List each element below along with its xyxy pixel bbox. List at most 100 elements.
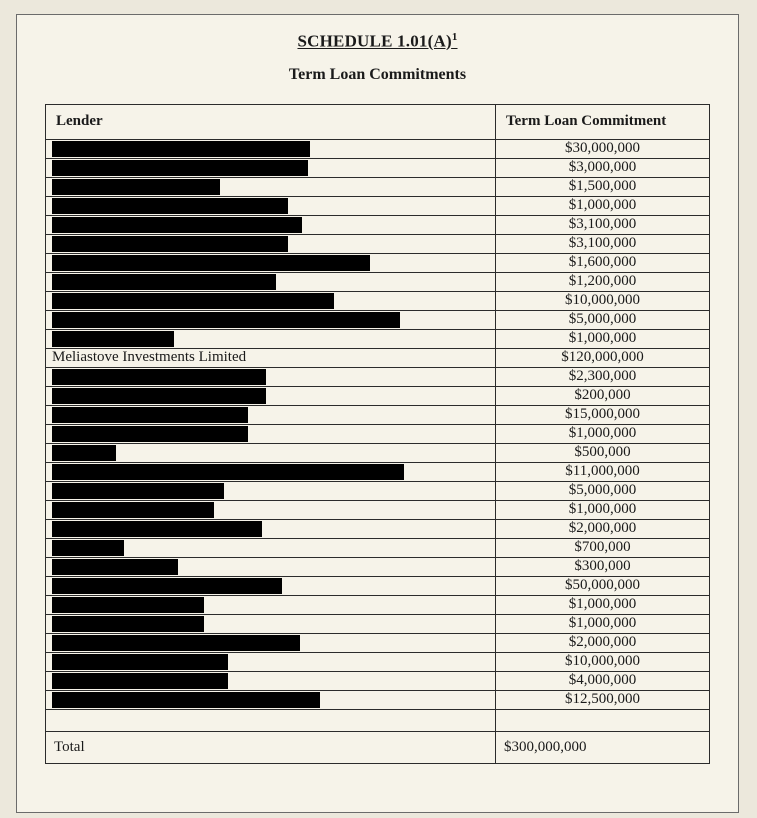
redaction-bar xyxy=(52,274,276,290)
lender-cell xyxy=(46,272,496,291)
lender-cell xyxy=(46,557,496,576)
table-row: $700,000 xyxy=(46,538,710,557)
table-row: $200,000 xyxy=(46,386,710,405)
col-commitment-header: Term Loan Commitment xyxy=(496,104,710,139)
lender-cell xyxy=(46,519,496,538)
lender-cell xyxy=(46,671,496,690)
lender-cell xyxy=(46,481,496,500)
redaction-bar xyxy=(52,388,266,404)
commitment-cell: $1,600,000 xyxy=(496,253,710,272)
commitment-cell: $10,000,000 xyxy=(496,291,710,310)
lender-cell xyxy=(46,329,496,348)
commitments-table: Lender Term Loan Commitment $30,000,000$… xyxy=(45,104,710,764)
commitment-cell: $1,200,000 xyxy=(496,272,710,291)
table-header-row: Lender Term Loan Commitment xyxy=(46,104,710,139)
lender-cell xyxy=(46,690,496,709)
table-row: $2,000,000 xyxy=(46,519,710,538)
table-row: $5,000,000 xyxy=(46,481,710,500)
title-block: SCHEDULE 1.01(A)1 Term Loan Commitments xyxy=(45,31,710,84)
table-row: $10,000,000 xyxy=(46,291,710,310)
footnote-marker: 1 xyxy=(452,31,458,43)
lender-cell xyxy=(46,234,496,253)
schedule-subtitle: Term Loan Commitments xyxy=(45,66,710,84)
redaction-bar xyxy=(52,293,334,309)
commitment-cell: $4,000,000 xyxy=(496,671,710,690)
table-row: $1,000,000 xyxy=(46,196,710,215)
table-row: $4,000,000 xyxy=(46,671,710,690)
table-row: $1,500,000 xyxy=(46,177,710,196)
table-row: $1,600,000 xyxy=(46,253,710,272)
document-page: SCHEDULE 1.01(A)1 Term Loan Commitments … xyxy=(16,14,739,813)
lender-cell xyxy=(46,291,496,310)
commitment-cell: $700,000 xyxy=(496,538,710,557)
table-row: $1,000,000 xyxy=(46,424,710,443)
redaction-bar xyxy=(52,483,224,499)
commitment-cell: $500,000 xyxy=(496,443,710,462)
lender-cell: Meliastove Investments Limited xyxy=(46,348,496,367)
lender-cell xyxy=(46,253,496,272)
commitment-cell: $12,500,000 xyxy=(496,690,710,709)
lender-cell xyxy=(46,405,496,424)
commitment-cell: $1,000,000 xyxy=(496,329,710,348)
redaction-bar xyxy=(52,540,124,556)
redaction-bar xyxy=(52,198,288,214)
redaction-bar xyxy=(52,426,248,442)
lender-name: Meliastove Investments Limited xyxy=(52,349,246,365)
total-amount-cell: $300,000,000 xyxy=(496,731,710,763)
lender-cell xyxy=(46,633,496,652)
redaction-bar xyxy=(52,502,214,518)
table-body: $30,000,000$3,000,000$1,500,000$1,000,00… xyxy=(46,139,710,763)
lender-cell xyxy=(46,386,496,405)
commitment-cell: $1,000,000 xyxy=(496,595,710,614)
table-row: $2,000,000 xyxy=(46,633,710,652)
table-row: $1,000,000 xyxy=(46,614,710,633)
table-row: $10,000,000 xyxy=(46,652,710,671)
lender-cell xyxy=(46,139,496,158)
table-row: $500,000 xyxy=(46,443,710,462)
commitment-cell: $1,000,000 xyxy=(496,614,710,633)
redaction-bar xyxy=(52,217,302,233)
commitment-cell: $1,500,000 xyxy=(496,177,710,196)
lender-cell xyxy=(46,443,496,462)
redaction-bar xyxy=(52,445,116,461)
redaction-bar xyxy=(52,464,404,480)
redaction-bar xyxy=(52,559,178,575)
table-row: $1,200,000 xyxy=(46,272,710,291)
table-row: $11,000,000 xyxy=(46,462,710,481)
commitment-cell: $200,000 xyxy=(496,386,710,405)
schedule-title: SCHEDULE 1.01(A)1 xyxy=(297,31,457,52)
commitment-cell: $2,000,000 xyxy=(496,633,710,652)
table-row: Meliastove Investments Limited$120,000,0… xyxy=(46,348,710,367)
lender-cell xyxy=(46,538,496,557)
table-row: $12,500,000 xyxy=(46,690,710,709)
redaction-bar xyxy=(52,141,310,157)
lender-cell xyxy=(46,462,496,481)
col-lender-header: Lender xyxy=(46,104,496,139)
table-row: $5,000,000 xyxy=(46,310,710,329)
redaction-bar xyxy=(52,597,204,613)
table-row: $1,000,000 xyxy=(46,500,710,519)
commitment-cell: $50,000,000 xyxy=(496,576,710,595)
lender-cell xyxy=(46,614,496,633)
redaction-bar xyxy=(52,331,174,347)
redaction-bar xyxy=(52,635,300,651)
redaction-bar xyxy=(52,673,228,689)
table-row: $15,000,000 xyxy=(46,405,710,424)
total-row: Total$300,000,000 xyxy=(46,731,710,763)
lender-cell xyxy=(46,709,496,731)
redaction-bar xyxy=(52,654,228,670)
commitment-cell: $1,000,000 xyxy=(496,196,710,215)
redaction-bar xyxy=(52,312,400,328)
commitment-cell: $1,000,000 xyxy=(496,500,710,519)
redaction-bar xyxy=(52,692,320,708)
commitment-cell: $5,000,000 xyxy=(496,310,710,329)
total-label-cell: Total xyxy=(46,731,496,763)
redaction-bar xyxy=(52,179,220,195)
redaction-bar xyxy=(52,369,266,385)
table-row: $3,000,000 xyxy=(46,158,710,177)
blank-row xyxy=(46,709,710,731)
commitment-cell: $300,000 xyxy=(496,557,710,576)
lender-cell xyxy=(46,424,496,443)
table-row: $300,000 xyxy=(46,557,710,576)
commitment-cell: $15,000,000 xyxy=(496,405,710,424)
